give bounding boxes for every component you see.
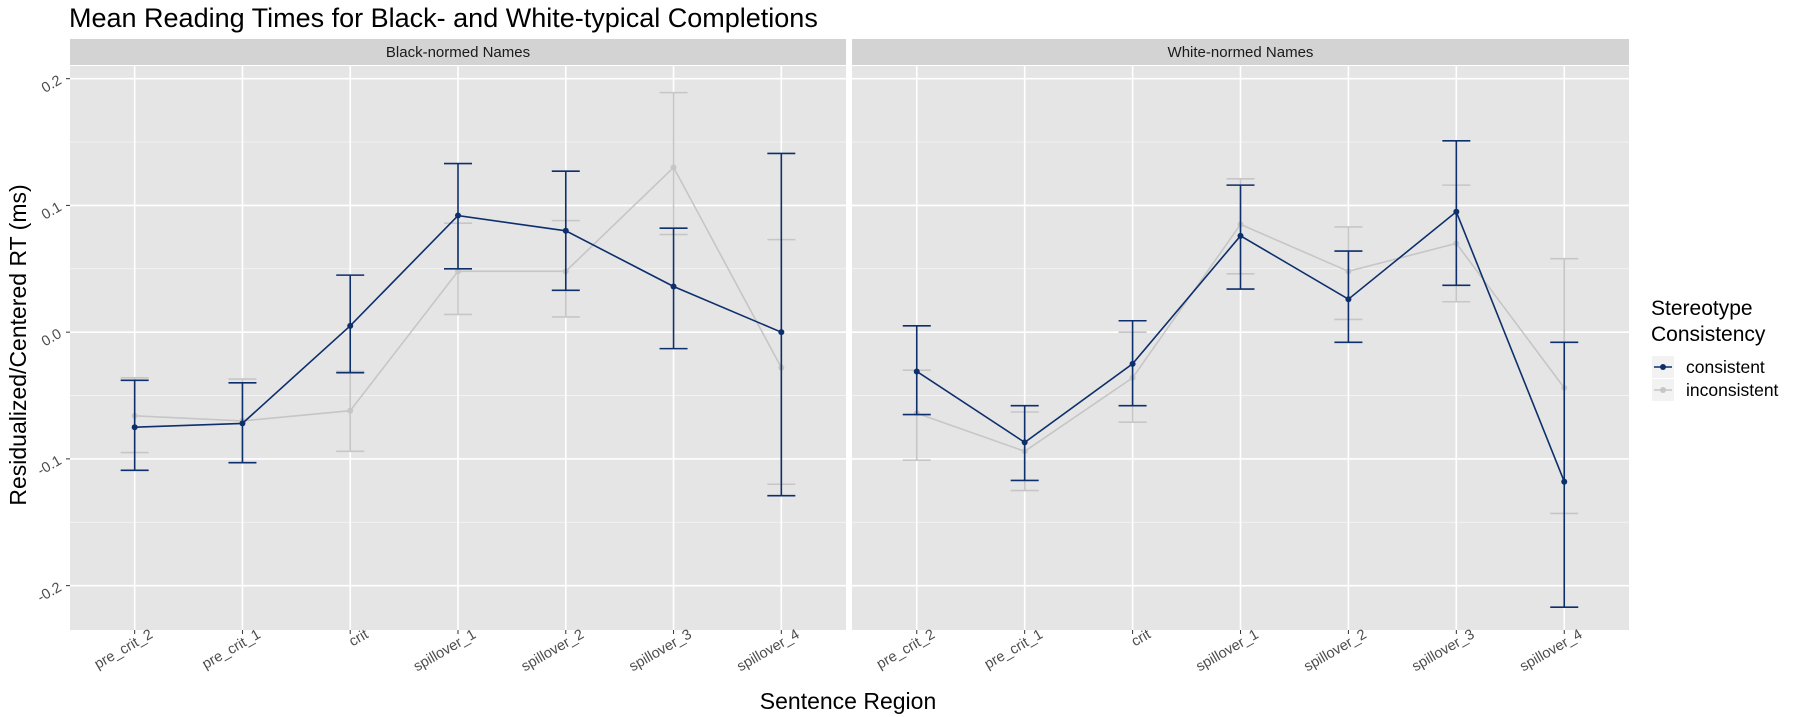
series-consistent xyxy=(120,152,796,497)
x-tick-label: pre_crit_2 xyxy=(92,627,156,673)
data-point xyxy=(347,407,354,414)
legend: Stereotype Consistency consistent inconsi… xyxy=(1651,297,1779,401)
error-bar xyxy=(1550,341,1579,608)
legend-title-line-2: Consistency xyxy=(1651,323,1766,346)
x-tick-label: spillover_3 xyxy=(627,627,695,676)
legend-entry-consistent: consistent xyxy=(1652,356,1765,378)
chart-title: Mean Reading Times for Black- and White-… xyxy=(69,3,818,33)
x-tick-label: spillover_1 xyxy=(411,627,479,676)
data-point xyxy=(1561,478,1568,485)
x-tick-label: spillover_2 xyxy=(519,627,587,676)
x-tick-label: spillover_4 xyxy=(734,627,802,676)
series-consistent xyxy=(902,139,1579,608)
data-point xyxy=(778,329,785,336)
data-point xyxy=(913,368,920,375)
legend-label: consistent xyxy=(1686,357,1765,377)
data-point xyxy=(239,420,246,427)
y-tick-label: 0.1 xyxy=(39,199,64,223)
legend-label: inconsistent xyxy=(1686,380,1779,400)
x-tick-label: pre_crit_1 xyxy=(200,627,264,673)
data-point xyxy=(131,424,138,431)
x-tick-label: spillover_1 xyxy=(1194,627,1262,676)
data-point xyxy=(347,322,354,329)
y-tick-label: 0.0 xyxy=(39,326,64,350)
facet-label: White-normed Names xyxy=(1168,44,1314,61)
x-tick-label: pre_crit_1 xyxy=(982,627,1046,673)
data-point xyxy=(1021,439,1028,446)
data-point xyxy=(670,283,677,290)
data-point xyxy=(562,227,569,234)
x-axis-title: Sentence Region xyxy=(760,688,936,714)
y-tick-label: 0.2 xyxy=(39,73,64,97)
x-tick-label: pre_crit_2 xyxy=(874,627,938,673)
y-axis: -0.2 -0.1 0.0 0.1 0.2 xyxy=(35,73,70,606)
data-point xyxy=(1237,232,1244,239)
data-point xyxy=(455,268,461,275)
y-tick-label: -0.2 xyxy=(35,580,65,606)
facet-strip xyxy=(70,39,846,65)
error-bar xyxy=(767,152,796,497)
data-point xyxy=(455,212,461,219)
legend-entry-inconsistent: inconsistent xyxy=(1652,379,1779,401)
data-point xyxy=(1129,360,1136,367)
x-tick-label: spillover_4 xyxy=(1517,627,1585,676)
data-point xyxy=(1345,296,1352,303)
facet-label: Black-normed Names xyxy=(386,44,530,61)
y-tick-label: -0.1 xyxy=(35,453,65,479)
x-tick-label: spillover_3 xyxy=(1409,627,1477,676)
data-point xyxy=(670,164,677,171)
facet-strip xyxy=(852,39,1629,65)
legend-entries: consistent inconsistent xyxy=(1652,356,1779,401)
legend-title-line-1: Stereotype xyxy=(1651,297,1753,320)
y-axis-title: Residualized/Centered RT (ms) xyxy=(5,184,31,505)
data-point xyxy=(1453,208,1460,215)
legend-key-point xyxy=(1660,387,1666,393)
legend-key-point xyxy=(1660,364,1666,370)
x-tick-label: spillover_2 xyxy=(1301,627,1369,676)
